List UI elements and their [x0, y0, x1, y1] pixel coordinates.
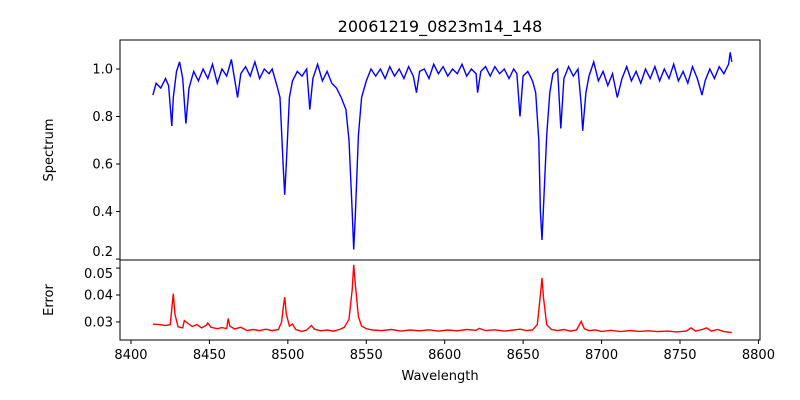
- spectrum-axes-frame: [119, 39, 761, 261]
- x-tick-label: 8600: [428, 348, 461, 363]
- y-tick-label: 1.0: [92, 62, 113, 77]
- y-tick-label: 0.04: [84, 289, 113, 304]
- y-tick-label: 0.4: [92, 205, 113, 220]
- x-tick-label: 8700: [585, 348, 618, 363]
- y-tick-label: 0.2: [92, 245, 113, 260]
- x-tick-label: 8800: [742, 348, 775, 363]
- x-tick-label: 8750: [663, 348, 696, 363]
- error-axes-frame: [119, 259, 761, 341]
- x-axis-label: Wavelength: [401, 369, 478, 384]
- x-tick-label: 8550: [350, 348, 383, 363]
- y-axis-label-spectrum: Spectrum: [42, 119, 57, 182]
- spectrum-line: [152, 52, 733, 250]
- x-tick-label: 8650: [507, 348, 540, 363]
- x-tick-label: 8450: [193, 348, 226, 363]
- x-tick-label: 8400: [114, 348, 147, 363]
- y-axis-label-error: Error: [42, 284, 57, 316]
- y-tick-label: 0.05: [84, 267, 113, 282]
- chart-title: 20061219_0823m14_148: [338, 17, 543, 37]
- error-line: [152, 264, 732, 334]
- y-tick-label: 0.8: [92, 110, 113, 125]
- y-tick-label: 0.6: [92, 158, 113, 173]
- y-tick-label: 0.03: [84, 315, 113, 330]
- x-tick-label: 8500: [271, 348, 304, 363]
